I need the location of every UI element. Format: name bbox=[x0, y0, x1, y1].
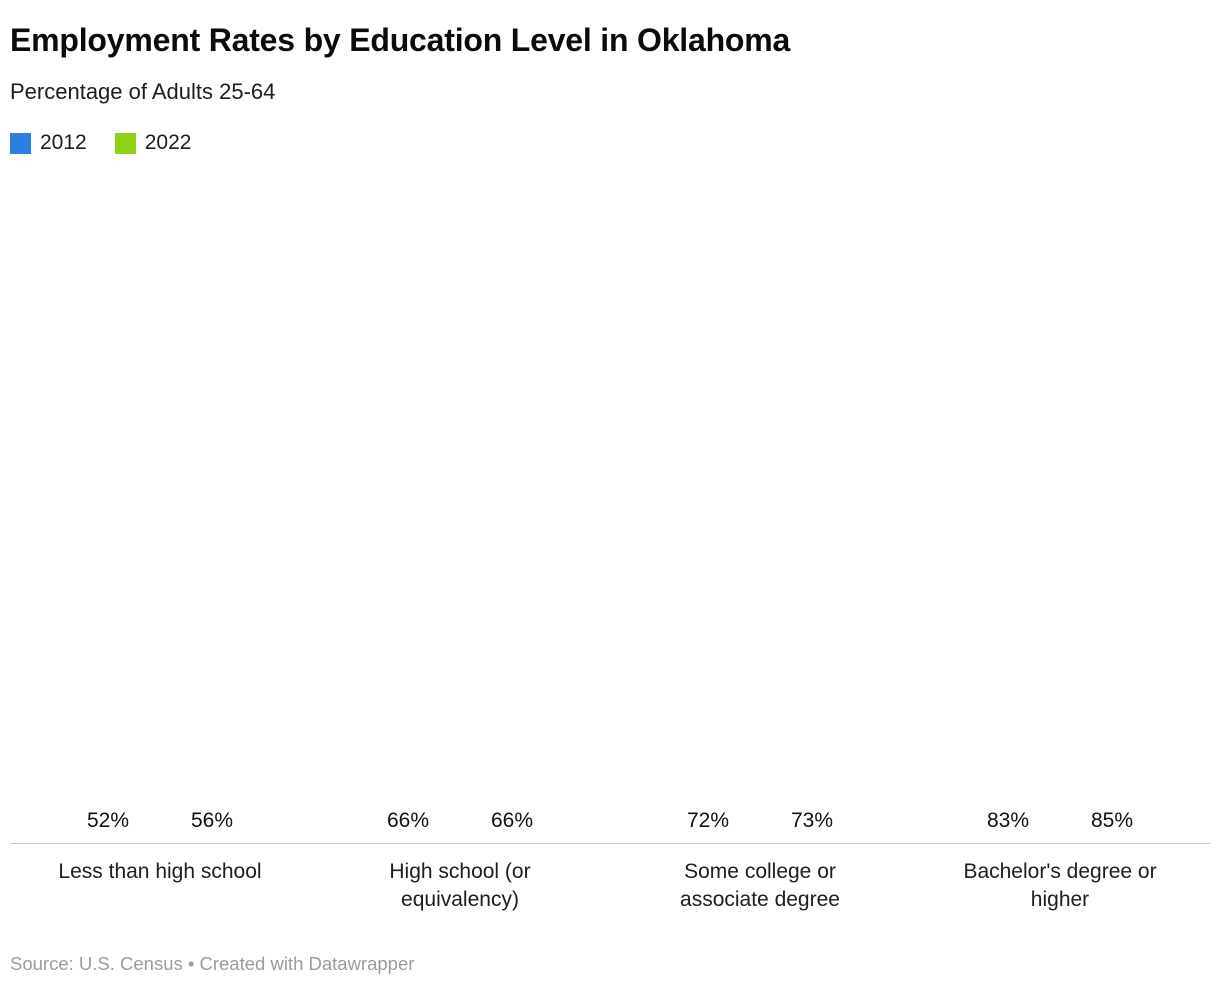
legend: 2012 2022 bbox=[10, 131, 1210, 155]
value-label: 83% bbox=[986, 809, 1030, 832]
value-label: 85% bbox=[1090, 809, 1134, 832]
category-label-text: Bachelor's degree or higher bbox=[963, 860, 1157, 912]
value-label: 66% bbox=[386, 809, 430, 832]
legend-item-2022: 2022 bbox=[114, 131, 192, 155]
source-note: Source: U.S. Census • Created with Dataw… bbox=[10, 952, 415, 974]
legend-item-2012: 2012 bbox=[10, 131, 87, 155]
chart-title: Employment Rates by Education Level in O… bbox=[10, 22, 791, 58]
legend-swatch-2012 bbox=[10, 132, 31, 154]
category-label-text: Some college or associate degree bbox=[680, 860, 840, 912]
category-label-text: High school (or equivalency) bbox=[389, 860, 531, 912]
x-axis-labels: Less than high school High school (or equ… bbox=[10, 858, 1210, 915]
category-label: Bachelor's degree or higher bbox=[910, 858, 1210, 915]
value-label: 66% bbox=[490, 809, 534, 832]
value-label: 52% bbox=[86, 809, 130, 832]
chart-subtitle: Percentage of Adults 25-64 bbox=[10, 79, 276, 104]
category-label: High school (or equivalency) bbox=[310, 858, 610, 915]
category-label: Less than high school bbox=[10, 858, 310, 915]
category-label: Some college or associate degree bbox=[610, 858, 910, 915]
value-label: 72% bbox=[686, 809, 730, 832]
plot-area: 52% 56% 66% 66% 72% 73% 83% 85% bbox=[10, 199, 1210, 844]
legend-swatch-2022 bbox=[114, 132, 136, 154]
value-label: 73% bbox=[790, 809, 834, 832]
category-label-text: Less than high school bbox=[58, 860, 262, 883]
legend-label: 2022 bbox=[144, 131, 192, 154]
value-label: 56% bbox=[190, 809, 234, 832]
legend-label: 2012 bbox=[40, 131, 87, 154]
